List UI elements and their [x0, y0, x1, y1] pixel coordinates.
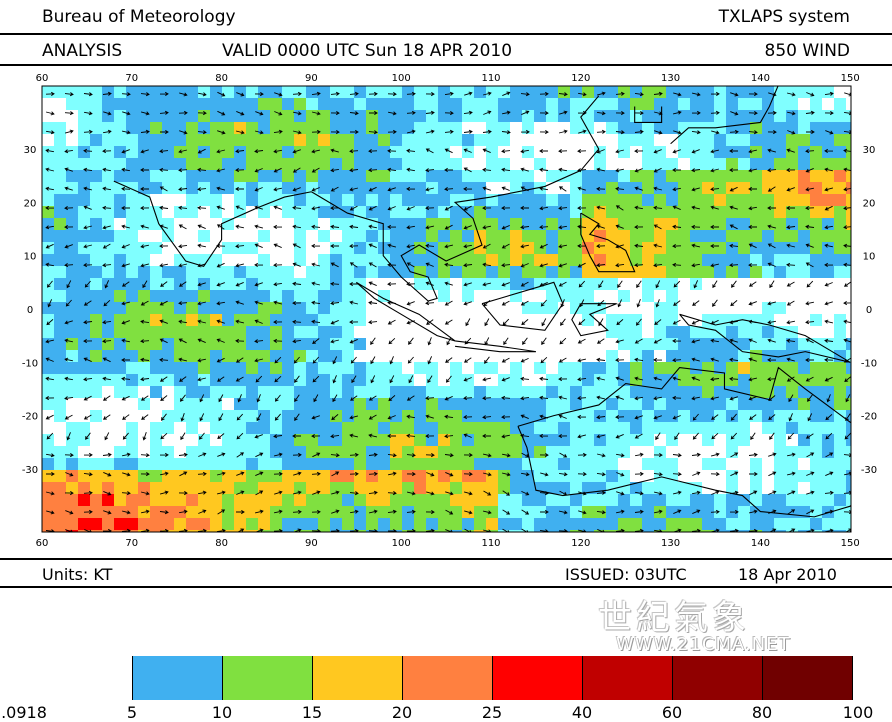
issued-date: 18 Apr 2010: [738, 565, 837, 584]
watermark-logo: 世紀氣象 WWW.21CMA.NET: [598, 590, 838, 655]
lat-label-right-0: 0: [866, 305, 872, 316]
legend-swatch-4: [402, 656, 492, 700]
lat-label-left-10: 10: [24, 252, 37, 263]
lon-label-bottom-150: 150: [841, 538, 860, 549]
field-label: 850 WIND: [764, 41, 850, 61]
lon-label-top-130: 130: [661, 73, 680, 84]
legend-label-0: .0918: [1, 703, 47, 722]
wind-map-canvas: 6060707080809090100100110110120120130130…: [22, 73, 877, 549]
lon-label-top-120: 120: [571, 73, 590, 84]
lat-label-right-10: 10: [863, 252, 876, 263]
lon-label-bottom-60: 60: [36, 538, 49, 549]
lon-label-bottom-80: 80: [215, 538, 228, 549]
wind-speed-field: [42, 86, 851, 532]
lat-label-right-20: 20: [863, 198, 876, 209]
color-legend: .0918 5 10 15 20 25 40 60 80 100: [0, 656, 892, 722]
agency-title: Bureau of Meteorology: [42, 7, 236, 27]
lon-label-bottom-100: 100: [392, 538, 411, 549]
legend-swatch-3: [312, 656, 402, 700]
lon-label-top-80: 80: [215, 73, 228, 84]
legend-label-6: 40: [571, 703, 593, 722]
lon-label-bottom-140: 140: [751, 538, 770, 549]
lat-label-right--30: -30: [861, 465, 877, 476]
issued-label: ISSUED: 03UTC: [565, 565, 687, 584]
legend-label-2: 10: [211, 703, 233, 722]
coastlines: [113, 86, 851, 518]
header-info-row: ANALYSIS VALID 0000 UTC Sun 18 APR 2010 …: [0, 33, 892, 66]
header-top-row: Bureau of Meteorology TXLAPS system: [0, 3, 892, 33]
legend-swatch-7: [672, 656, 762, 700]
map-border: [41, 85, 852, 533]
lon-label-top-110: 110: [481, 73, 500, 84]
valid-time: VALID 0000 UTC Sun 18 APR 2010: [222, 41, 513, 61]
legend-swatch-5: [492, 656, 582, 700]
legend-swatch-8: [762, 656, 852, 700]
lat-label-right--20: -20: [861, 412, 877, 423]
lon-label-bottom-130: 130: [661, 538, 680, 549]
legend-label-3: 15: [301, 703, 323, 722]
lon-label-top-90: 90: [305, 73, 318, 84]
lat-label-left--10: -10: [22, 358, 38, 369]
lat-label-right--10: -10: [861, 358, 877, 369]
lon-label-top-70: 70: [125, 73, 138, 84]
legend-label-7: 60: [661, 703, 683, 722]
legend-swatch-end: [852, 656, 853, 700]
lat-label-left-30: 30: [24, 145, 37, 156]
legend-swatch-2: [222, 656, 312, 700]
legend-label-8: 80: [751, 703, 773, 722]
legend-swatch-1: [132, 656, 222, 700]
legend-label-1: 5: [126, 703, 138, 722]
product-label: ANALYSIS: [42, 41, 123, 61]
legend-label-5: 25: [481, 703, 503, 722]
lat-label-left--30: -30: [22, 465, 38, 476]
wind-vectors: [45, 91, 851, 532]
lon-label-top-140: 140: [751, 73, 770, 84]
lon-label-bottom-70: 70: [125, 538, 138, 549]
legend-label-4: 20: [391, 703, 413, 722]
lon-label-top-150: 150: [841, 73, 860, 84]
legend-swatch-0: [42, 656, 132, 700]
lon-label-bottom-110: 110: [481, 538, 500, 549]
lat-label-right-30: 30: [863, 145, 876, 156]
lon-label-bottom-120: 120: [571, 538, 590, 549]
legend-label-9: 100: [842, 703, 874, 722]
lat-label-left-0: 0: [27, 305, 33, 316]
wind-map: 60 60 70 70 80 80 90 90 100 100 110 110 120 120 130 130…: [0, 66, 892, 558]
watermark-url: WWW.21CMA.NET: [616, 634, 791, 655]
lon-label-bottom-90: 90: [305, 538, 318, 549]
watermark-logo-text: 世紀氣象: [598, 598, 750, 638]
units-label: Units: KT: [42, 565, 113, 584]
lat-label-left--20: -20: [22, 412, 38, 423]
legend-swatch-6: [582, 656, 672, 700]
lon-label-top-100: 100: [392, 73, 411, 84]
lat-label-left-20: 20: [24, 198, 37, 209]
footer-row: Units: KT ISSUED: 03UTC 18 Apr 2010: [0, 558, 892, 588]
lon-label-top-60: 60: [36, 73, 49, 84]
system-title: TXLAPS system: [718, 7, 850, 27]
